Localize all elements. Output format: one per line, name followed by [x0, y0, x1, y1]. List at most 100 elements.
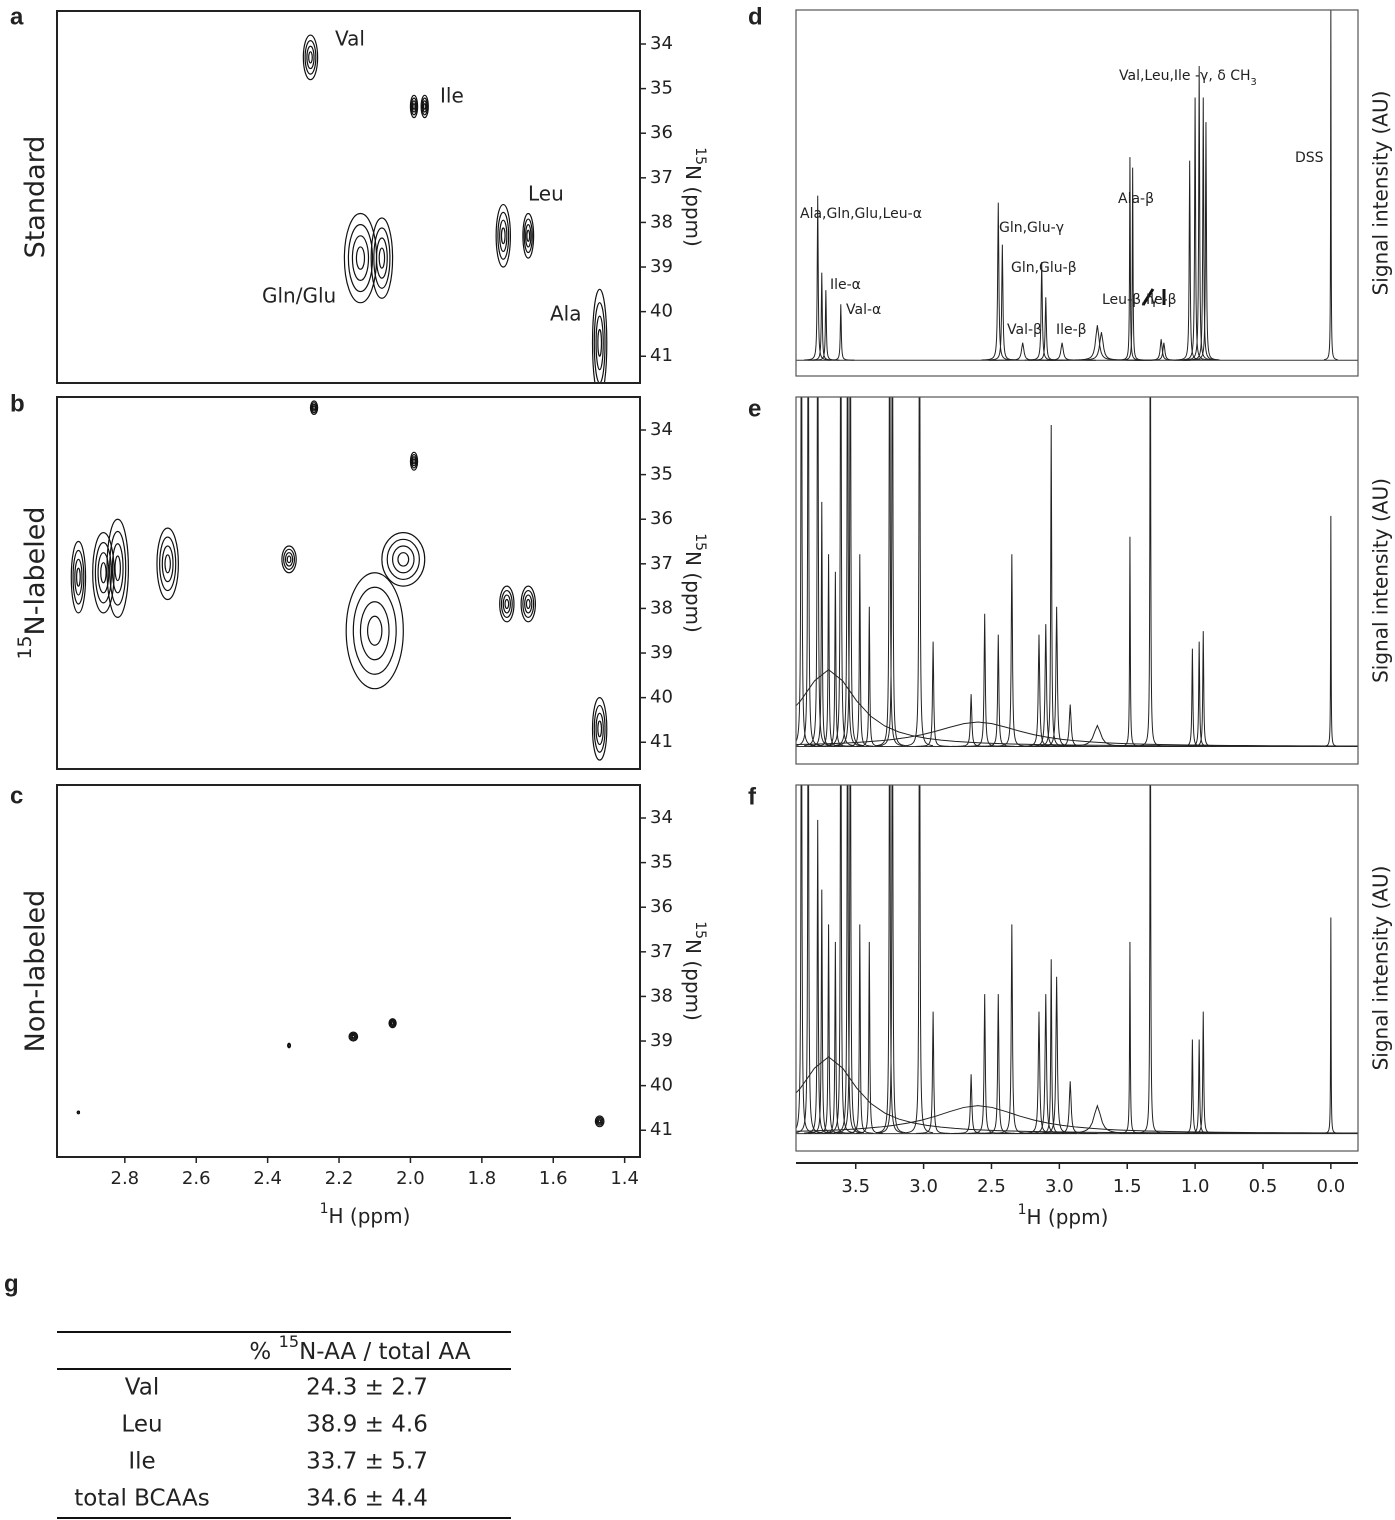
text-part: N-labeled [20, 506, 51, 635]
y-tick-label: 39 [650, 1030, 673, 1051]
contour [94, 542, 113, 604]
contour [283, 548, 296, 570]
contour [347, 224, 374, 293]
contour [595, 1116, 604, 1126]
y-tick-label: 41 [650, 1119, 673, 1140]
contour [100, 562, 107, 584]
contour [302, 34, 319, 81]
contour [370, 217, 394, 299]
peak [916, 641, 951, 747]
contour [522, 589, 535, 618]
contour [287, 1043, 291, 1048]
spectrum [796, 785, 1358, 1135]
peak [1178, 648, 1206, 747]
contour [311, 403, 317, 412]
contour [504, 598, 510, 610]
contour [390, 1021, 395, 1025]
x-axis-label: 1H (ppm) [1018, 1202, 1109, 1229]
contour [308, 51, 313, 64]
peak [796, 1056, 1358, 1134]
contour [409, 451, 419, 471]
y-tick-label: 37 [650, 167, 673, 188]
peak [827, 304, 855, 361]
contour [284, 552, 294, 567]
peak [1122, 167, 1143, 361]
contour [114, 555, 121, 582]
peak [796, 668, 1358, 747]
contour [375, 237, 388, 279]
contour [159, 536, 177, 592]
annotation: Gln,Glu-γ [999, 220, 1064, 236]
peak [846, 554, 874, 747]
contour [76, 1110, 81, 1114]
text-part: Val,Leu,Ile -γ, δ CH [1119, 68, 1251, 84]
y-axis-label: Signal intensity (AU) [1369, 478, 1393, 683]
peak [796, 785, 822, 1134]
contour [76, 567, 81, 587]
contour [74, 558, 83, 596]
text-part: H (ppm) [329, 1204, 411, 1228]
contour [422, 100, 428, 113]
peak [916, 1011, 951, 1134]
subscript: 3 [1251, 77, 1257, 88]
contour [593, 704, 606, 753]
contour [156, 527, 179, 601]
contour [525, 598, 531, 610]
peak [821, 571, 849, 747]
contour [524, 594, 533, 614]
annotation: Ala-β [1118, 191, 1154, 207]
table-cell: Leu [121, 1412, 162, 1438]
contour [351, 235, 370, 282]
y-tick-label: 40 [650, 687, 673, 708]
plot-frame [56, 784, 641, 1158]
contour [597, 720, 603, 738]
contour [304, 40, 317, 75]
y-tick-label: 37 [650, 553, 673, 574]
panel-letter: b [10, 390, 25, 417]
annotation: Ile-β [1146, 292, 1177, 308]
pointer [1141, 288, 1155, 306]
text-part: N (ppm) [682, 165, 706, 247]
contour [349, 1032, 358, 1041]
peak [1025, 994, 1067, 1134]
panel-letter: f [748, 783, 757, 810]
contours [70, 400, 608, 761]
peak [821, 941, 849, 1134]
superscript: 15 [692, 921, 708, 939]
annotation: Val-β [1007, 322, 1042, 338]
x-tick-label: 2.5 [977, 1176, 1006, 1197]
contour [596, 1118, 603, 1125]
superscript: 1 [1018, 1202, 1027, 1218]
peak [876, 397, 904, 747]
contour [367, 615, 383, 646]
contour [594, 1115, 605, 1128]
x-tick-label: 1.0 [1181, 1176, 1210, 1197]
contour [410, 453, 418, 469]
contour [502, 594, 512, 614]
peak [846, 924, 874, 1134]
peak [833, 785, 862, 1134]
y-axis-label: 15N (ppm) [682, 533, 709, 633]
peak [1324, 515, 1338, 747]
peak [905, 785, 934, 1134]
peak [1140, 397, 1161, 747]
annotation: Ile [440, 84, 464, 108]
contour [72, 549, 85, 605]
peak [808, 501, 836, 747]
contour [499, 585, 515, 623]
x-tick-label: 0.0 [1317, 1176, 1346, 1197]
peak [796, 721, 1358, 747]
annotation: Leu-β, γ [1102, 292, 1158, 308]
contour [345, 572, 404, 690]
contour [350, 1033, 357, 1040]
contour [389, 1019, 396, 1028]
contours [302, 34, 608, 383]
y-tick-label: 40 [650, 1075, 673, 1096]
peak [1189, 1011, 1217, 1134]
text-part: Standard [20, 136, 51, 259]
plot-frame [795, 784, 1359, 1152]
peak [796, 785, 816, 1134]
y-tick-label: 35 [650, 464, 673, 485]
contour [391, 545, 415, 574]
table-cell: total BCAAs [74, 1486, 209, 1512]
